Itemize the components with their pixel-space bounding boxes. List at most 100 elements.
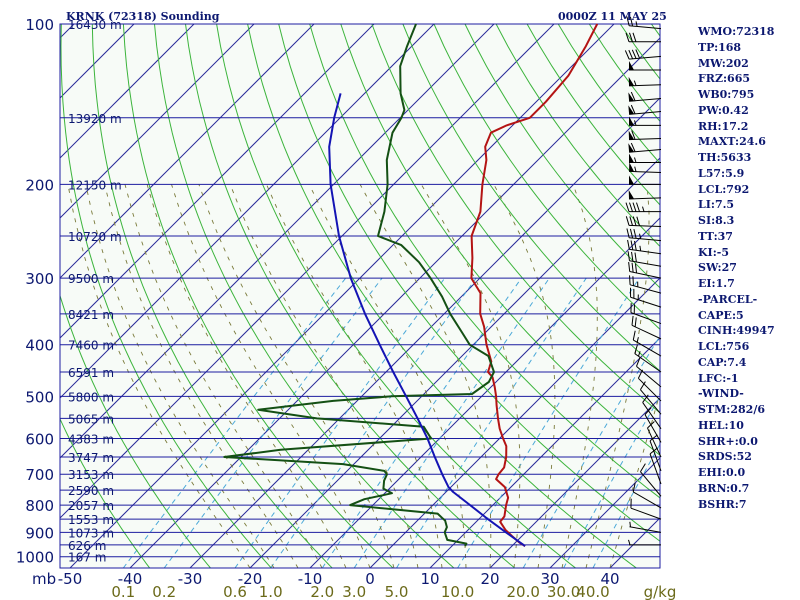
index-value: TT:37 <box>698 229 733 243</box>
wind-barb <box>629 162 662 173</box>
pressure-label: 300 <box>25 270 54 288</box>
wind-barb-flag <box>631 262 634 273</box>
wind-barb-half <box>633 80 637 86</box>
dry-adiabat-line <box>122 23 394 569</box>
wind-barb-staff <box>649 440 662 472</box>
wind-barb-half <box>642 206 645 212</box>
wind-barb-staff <box>630 312 662 325</box>
index-value: HEL:10 <box>698 418 744 432</box>
isotherm-line <box>129 37 661 569</box>
pressure-label: 900 <box>25 524 54 542</box>
wind-barb <box>632 330 662 357</box>
wind-barb-flag <box>634 240 637 251</box>
wind-barb <box>649 447 662 485</box>
index-value: LCL:792 <box>698 182 750 196</box>
wind-barb <box>640 381 662 415</box>
wind-barb-flag <box>649 434 658 442</box>
pressure-tick-labels: 100 200 300 400 500 600 700 800 900 1000 mb <box>16 16 56 588</box>
index-value: TP:168 <box>698 40 742 54</box>
wind-barb <box>629 116 661 126</box>
wind-barb-staff <box>629 237 662 242</box>
wind-barb-staff <box>629 55 662 60</box>
wind-barb <box>631 315 662 340</box>
wind-barb-flag <box>631 251 634 262</box>
wind-barb-flag <box>649 447 658 455</box>
mixing-ratio-label: 10.0 <box>441 583 474 600</box>
wind-barb <box>634 344 662 373</box>
height-label: 5065 m <box>68 412 114 426</box>
isotherm-line <box>429 337 661 569</box>
height-label: 16430 m <box>68 18 122 32</box>
wind-barb <box>629 175 661 185</box>
wind-barb <box>627 251 662 267</box>
moist-adiabat-line <box>146 184 347 569</box>
wind-barb-flag <box>630 91 636 101</box>
temperature-label: 30 <box>540 570 559 588</box>
sounding-indices-panel: WMO:72318 TP:168 MW:202 FRZ:665 WB0:795 PW:0.… <box>698 24 798 512</box>
mixing-ratio-line <box>122 277 346 569</box>
wind-barb-flag <box>636 216 640 226</box>
wind-barb-flag <box>642 394 649 403</box>
index-value: TH:5633 <box>698 151 752 164</box>
temperature-label: -10 <box>298 570 323 588</box>
pressure-label: 200 <box>25 176 54 194</box>
isotherm-lines <box>59 23 661 569</box>
wind-barb-flag <box>627 251 630 261</box>
index-value: SI:8.3 <box>698 214 735 227</box>
moist-adiabat-line <box>124 184 323 569</box>
pressure-label: 700 <box>25 466 54 484</box>
wind-barb <box>629 287 662 308</box>
wind-barb-staff <box>638 377 662 402</box>
isotherm-line <box>59 23 495 459</box>
wind-barb-pennant <box>628 92 635 102</box>
dry-adiabat-line <box>557 23 661 164</box>
mixing-ratio-label: 2.0 <box>310 583 334 600</box>
wind-barb-half <box>634 157 637 163</box>
wind-barb-flag <box>630 104 636 115</box>
wind-barb-half <box>634 166 637 172</box>
height-label: 13920 m <box>68 112 122 126</box>
mixing-ratio-label: 3.0 <box>342 583 366 600</box>
wind-barb-flag <box>630 240 634 250</box>
wind-barb-flag <box>629 216 633 226</box>
wind-barb-flag <box>635 49 641 59</box>
index-value: -PARCEL- <box>698 292 758 306</box>
wind-barb <box>628 142 662 153</box>
wind-barb-flag <box>632 216 637 226</box>
wind-barb-staff <box>633 491 662 509</box>
index-value: MAXT:24.6 <box>698 135 766 149</box>
height-label: 3747 m <box>68 451 114 465</box>
wind-barb-pennant <box>629 61 634 71</box>
isotherm-line <box>489 397 661 569</box>
wind-barb <box>636 357 662 388</box>
wind-barb-staff <box>629 148 662 153</box>
wind-barb <box>649 434 662 472</box>
height-label: 12150 m <box>68 178 122 192</box>
index-value: KI:-5 <box>698 245 729 259</box>
index-value: SRDS:52 <box>698 450 752 464</box>
mixing-ratio-line <box>522 335 661 569</box>
mixing-ratio-label: g/kg <box>644 583 677 600</box>
moist-adiabat-line <box>561 184 598 569</box>
isotherm-line <box>59 23 135 99</box>
wind-barb <box>628 76 662 87</box>
moist-adiabat-line <box>308 184 467 569</box>
height-label: 6591 m <box>68 366 114 380</box>
index-value: LCL:756 <box>698 340 750 353</box>
height-label: 7460 m <box>68 339 114 353</box>
pressure-label: 500 <box>25 388 54 406</box>
wind-barb-flag <box>631 130 636 140</box>
mixing-ratio-label: 0.6 <box>223 583 247 600</box>
wind-barb-flag <box>634 252 637 263</box>
isotherm-line <box>59 23 195 159</box>
wind-barb-staff <box>629 170 662 173</box>
wind-barb-staff <box>629 98 662 102</box>
isotherm-line <box>309 217 661 569</box>
wind-barb-flag <box>628 262 631 272</box>
isotherm-line <box>59 23 375 339</box>
wind-barb <box>625 216 662 228</box>
wind-barb-pennant <box>629 116 634 126</box>
height-labels: 16430 m 13920 m 12150 m 10720 m 9500 m 8421 m… <box>68 18 122 565</box>
dry-adiabat-line <box>154 23 455 569</box>
wind-barb-staff <box>629 224 662 228</box>
